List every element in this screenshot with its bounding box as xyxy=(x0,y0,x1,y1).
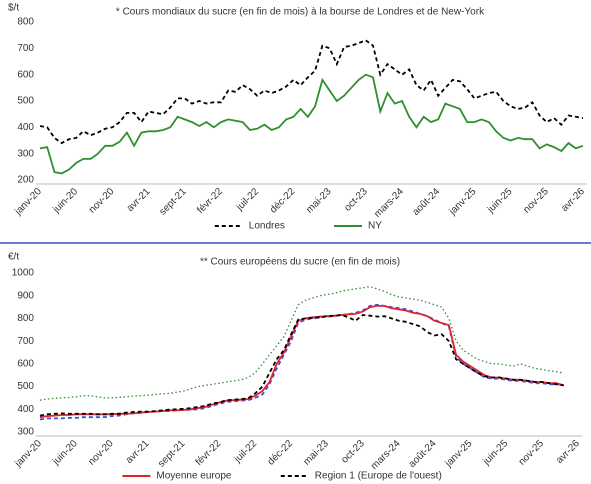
y-axis-unit: €/t xyxy=(8,252,19,263)
chart-title: ** Cours européens du sucre (en fin de m… xyxy=(200,257,400,268)
y-tick-label: 900 xyxy=(17,290,34,301)
legend-label: Moyenne europe xyxy=(156,471,231,482)
x-tick-label: janv-20 xyxy=(12,438,44,470)
x-tick-label: avr-26 xyxy=(554,438,582,466)
x-tick-label: mars-24 xyxy=(369,438,403,472)
y-tick-label: 1000 xyxy=(12,268,35,279)
x-tick-label: mai-23 xyxy=(302,438,332,468)
x-tick-label: janv-25 xyxy=(443,438,475,470)
x-tick-label: avr-21 xyxy=(125,186,153,214)
x-tick-label: déc-22 xyxy=(266,438,296,468)
x-tick-label: nov-25 xyxy=(521,186,551,216)
x-tick-label: sept-21 xyxy=(156,438,188,470)
series-line xyxy=(39,39,584,145)
legend-label: NY xyxy=(368,221,382,232)
y-tick-label: 400 xyxy=(17,122,34,133)
chart-title: * Cours mondiaux du sucre (en fin de moi… xyxy=(116,7,485,18)
x-tick-label: juil-22 xyxy=(234,186,262,214)
x-tick-label: févr-22 xyxy=(194,438,224,468)
x-tick-label: janv-25 xyxy=(447,186,479,218)
y-axis-unit: $/t xyxy=(8,3,19,14)
x-tick-label: nov-20 xyxy=(86,438,116,468)
x-tick-label: juin-25 xyxy=(485,186,515,216)
x-tick-label: nov-25 xyxy=(517,438,547,468)
y-tick-label: 700 xyxy=(17,336,34,347)
x-tick-label: juin-20 xyxy=(50,186,80,216)
x-tick-label: avr-21 xyxy=(124,438,152,466)
y-tick-label: 500 xyxy=(17,381,34,392)
x-tick-label: mars-24 xyxy=(372,186,406,220)
x-tick-label: nov-20 xyxy=(87,186,117,216)
x-tick-label: oct-23 xyxy=(339,438,367,466)
x-tick-label: oct-23 xyxy=(342,186,370,214)
x-tick-label: mai-23 xyxy=(304,186,334,216)
y-tick-label: 800 xyxy=(17,313,34,324)
x-tick-label: févr-22 xyxy=(195,186,225,216)
series-line xyxy=(39,314,564,417)
series-line xyxy=(39,73,584,175)
y-tick-label: 600 xyxy=(17,69,34,80)
x-tick-label: janv-20 xyxy=(12,186,44,218)
x-tick-label: sept-21 xyxy=(157,186,189,218)
legend-label: Region 1 (Europe de l'ouest) xyxy=(315,471,442,482)
legend-label: Londres xyxy=(249,221,285,232)
y-tick-label: 800 xyxy=(17,17,34,28)
x-tick-label: juin-20 xyxy=(50,438,80,468)
x-tick-label: juil-22 xyxy=(232,438,260,466)
y-tick-label: 500 xyxy=(17,96,34,107)
x-tick-label: juin-25 xyxy=(481,438,511,468)
x-tick-label: août-24 xyxy=(410,186,442,218)
x-tick-label: déc-22 xyxy=(268,186,298,216)
y-tick-label: 200 xyxy=(17,175,34,186)
y-tick-label: 300 xyxy=(17,148,34,159)
x-tick-label: août-24 xyxy=(407,438,439,470)
y-tick-label: 400 xyxy=(17,404,34,415)
y-tick-label: 600 xyxy=(17,358,34,369)
series-line xyxy=(39,305,564,419)
y-tick-label: 700 xyxy=(17,43,34,54)
x-tick-label: avr-26 xyxy=(559,186,587,214)
series-line xyxy=(39,285,564,401)
y-tick-label: 300 xyxy=(17,427,34,438)
series-line xyxy=(39,303,564,421)
